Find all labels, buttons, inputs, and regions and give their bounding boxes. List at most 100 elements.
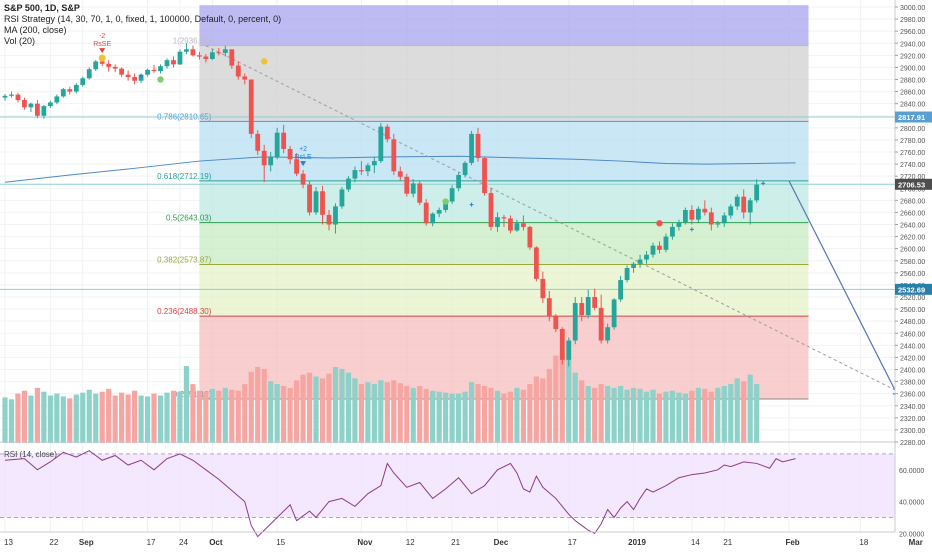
- candle-body: [242, 76, 248, 80]
- candle-body: [333, 206, 338, 225]
- candle-body: [456, 174, 461, 189]
- volume-bar: [306, 372, 313, 443]
- volume-bar: [430, 390, 436, 443]
- volume-bar: [741, 381, 747, 443]
- symbol-title[interactable]: S&P 500, 1D, S&P: [4, 3, 80, 13]
- candle-body: [371, 161, 377, 166]
- volume-bar: [319, 378, 326, 443]
- candle-body: [423, 202, 429, 224]
- candle-body: [754, 184, 760, 201]
- fib-level-label: 0.382(2573.87): [157, 255, 212, 264]
- price-tag-label: 2706.53: [898, 180, 925, 189]
- volume-bar: [34, 387, 40, 443]
- price-tick-label: 2860.00: [900, 90, 925, 97]
- time-tick-label: 22: [49, 538, 58, 547]
- rsi-band: [0, 453, 895, 518]
- price-tick-label: 2740.00: [900, 162, 925, 169]
- volume-bar: [268, 381, 274, 443]
- candle-body: [190, 49, 196, 56]
- candle-body: [197, 55, 202, 57]
- volume-bar: [190, 384, 196, 443]
- candle-body: [611, 299, 617, 328]
- candle-body: [533, 247, 539, 279]
- price-tag-label: 2532.69: [898, 285, 925, 294]
- price-tick-label: 2420.00: [900, 355, 925, 362]
- volume-bar: [86, 389, 92, 443]
- candle-body: [417, 183, 423, 203]
- ma-legend[interactable]: MA (200, close): [4, 25, 67, 35]
- price-tick-label: 2800.00: [900, 126, 925, 133]
- candle-body: [683, 210, 688, 223]
- volume-bar: [682, 393, 688, 443]
- price-tag: [895, 283, 932, 295]
- price-tick-label: 2720.00: [900, 174, 925, 181]
- volume-bar: [255, 367, 261, 443]
- candle-body: [35, 103, 40, 116]
- volume-bar: [475, 384, 481, 443]
- candle-body: [475, 133, 481, 159]
- volume-bar: [656, 393, 663, 443]
- price-tick-label: 2360.00: [900, 392, 925, 399]
- candle-body: [631, 263, 636, 268]
- candle-body: [119, 68, 125, 75]
- volume-bar: [281, 386, 287, 443]
- time-tick-label: 15: [276, 538, 285, 547]
- volume-bar: [2, 397, 8, 443]
- candle-body: [708, 212, 714, 225]
- fib-zone: [199, 264, 809, 317]
- volume-bar: [695, 387, 701, 443]
- candle-body: [482, 158, 487, 194]
- volume-bar: [734, 378, 740, 443]
- signal-dot: [98, 54, 106, 62]
- volume-bar: [637, 388, 643, 443]
- volume-bar: [449, 393, 455, 443]
- volume-bar: [676, 392, 682, 443]
- candle-body: [268, 156, 274, 166]
- volume-bar: [533, 376, 539, 443]
- candle-body: [229, 49, 235, 66]
- volume-bar: [332, 367, 339, 443]
- candle-body: [22, 100, 27, 108]
- candle-body: [469, 133, 474, 163]
- volume-bar: [216, 390, 222, 443]
- time-tick-label: Sep: [79, 538, 94, 547]
- volume-bar: [436, 391, 442, 443]
- volume-bar: [669, 390, 676, 443]
- volume-bar: [125, 394, 131, 443]
- volume-bar: [203, 391, 209, 443]
- volume-bar: [592, 387, 598, 443]
- candle-body: [274, 132, 280, 157]
- time-tick-label: 21: [451, 538, 460, 547]
- price-tick-label: 2620.00: [900, 235, 925, 242]
- candle-body: [41, 106, 47, 116]
- candle-body: [605, 327, 611, 341]
- candle-body: [553, 316, 559, 330]
- candle-body: [158, 66, 163, 72]
- rsi-pane-title[interactable]: RSI (14, close): [4, 450, 57, 459]
- candle-body: [80, 78, 86, 85]
- candle-body: [747, 200, 753, 213]
- volume-bar: [229, 389, 235, 443]
- candle-body: [728, 206, 734, 216]
- strategy-dot: [261, 58, 268, 65]
- candle-body: [410, 183, 416, 194]
- strategy-dot: [442, 198, 449, 205]
- strategy-legend[interactable]: RSI Strategy (14, 30, 70, 1, 0, fixed, 1…: [4, 14, 282, 24]
- volume-bar: [177, 391, 183, 443]
- volume-bar: [689, 390, 695, 443]
- rsi-tick-label: 40.0000: [899, 500, 924, 507]
- time-tick-label: Nov: [357, 538, 373, 547]
- volume-bar: [708, 391, 714, 443]
- volume-legend[interactable]: Vol (20): [4, 36, 36, 46]
- chart-legend: S&P 500, 1D, S&P RSI Strategy (14, 30, 7…: [4, 3, 281, 47]
- time-tick-label: 17: [147, 538, 156, 547]
- volume-bar: [410, 387, 416, 443]
- candle-body: [579, 303, 585, 316]
- time-tick-label: Feb: [785, 538, 799, 547]
- volume-bar: [73, 394, 79, 443]
- candle-body: [443, 201, 449, 210]
- volume-bar: [345, 372, 352, 443]
- volume-bar: [494, 390, 501, 443]
